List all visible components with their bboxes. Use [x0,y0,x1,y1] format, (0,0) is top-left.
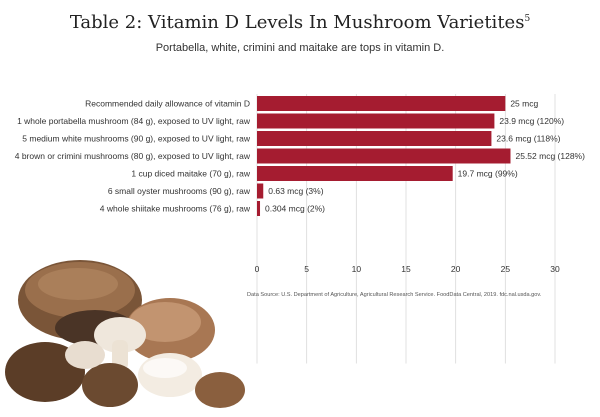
x-tick-label: 30 [550,264,560,274]
category-label: 6 small oyster mushrooms (90 g), raw [108,186,251,196]
data-label: 19.7 mcg (99%) [458,169,518,179]
bar [257,166,453,181]
data-source-note: Data Source: U.S. Department of Agricult… [247,292,542,298]
category-label: 1 cup diced maitake (70 g), raw [131,169,250,179]
data-label: 23.9 mcg (120%) [499,116,564,126]
chart-title: Table 2: Vitamin D Levels In Mushroom Va… [0,12,600,33]
data-label: 25.52 mcg (128%) [515,151,585,161]
title-footnote: 5 [524,14,531,24]
bar [257,96,506,111]
chart-subtitle: Portabella, white, crimini and maitake a… [155,42,445,54]
data-label: 23.6 mcg (118%) [496,134,560,144]
x-tick-label: 0 [255,264,260,274]
category-label: 4 brown or crimini mushrooms (80 g), exp… [15,151,251,161]
category-label: 5 medium white mushrooms (90 g), exposed… [22,134,251,144]
category-label: 4 whole shiitake mushrooms (76 g), raw [100,204,251,214]
chart-title-text: Table 2: Vitamin D Levels In Mushroom Va… [69,12,525,33]
x-tick-label: 10 [352,264,362,274]
bar [257,183,264,199]
data-label: 25 mcg [510,99,538,109]
x-tick-label: 20 [451,264,461,274]
bar [257,201,261,216]
category-label: Recommended daily allowance of vitamin D [85,99,250,109]
data-label: 0.304 mcg (2%) [265,204,325,214]
x-tick-label: 15 [401,264,411,274]
bar [257,148,511,164]
category-label: 1 whole portabella mushroom (84 g), expo… [17,116,251,126]
data-label: 0.63 mcg (3%) [268,186,323,196]
mushrooms-photo [5,260,245,408]
x-tick-label: 25 [501,264,511,274]
bar [257,113,495,129]
bar [257,131,492,146]
x-tick-label: 5 [304,264,309,274]
